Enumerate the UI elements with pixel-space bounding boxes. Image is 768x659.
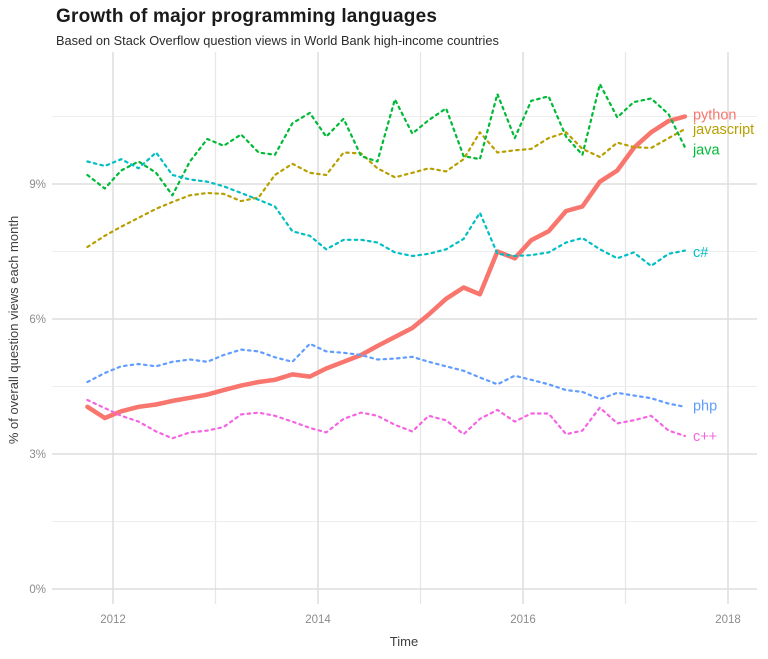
y-tick-label: 3% xyxy=(29,449,46,461)
x-tick-label: 2016 xyxy=(510,614,536,626)
series-label-php: php xyxy=(693,398,717,414)
series-lines xyxy=(85,82,688,440)
series-label-python: python xyxy=(693,108,737,124)
x-tick-label: 2018 xyxy=(715,614,741,626)
x-tick-label: 2014 xyxy=(305,614,331,626)
series-label-c#: c# xyxy=(693,245,708,261)
grid-major-lines xyxy=(52,52,757,604)
series-line-java xyxy=(86,82,687,197)
series-line-c++ xyxy=(86,398,687,440)
series-line-javascript xyxy=(86,128,687,249)
series-label-java: java xyxy=(692,143,721,159)
y-tick-label: 9% xyxy=(29,179,46,191)
series-label-c++: c++ xyxy=(693,429,717,445)
chart-title: Growth of major programming languages xyxy=(56,6,438,27)
series-line-php xyxy=(86,342,687,408)
y-axis-title: % of overall question views each month xyxy=(6,216,21,444)
chart-subtitle: Based on Stack Overflow question views i… xyxy=(56,33,499,48)
axis-tick-labels: 0% 3% 6% 9% 2012 2014 2016 2018 xyxy=(29,179,740,626)
y-tick-label: 0% xyxy=(29,584,46,596)
x-tick-label: 2012 xyxy=(100,614,126,626)
series-label-javascript: javascript xyxy=(692,122,754,138)
y-tick-label: 6% xyxy=(29,314,46,326)
series-line-python xyxy=(85,114,688,421)
x-axis-title: Time xyxy=(390,634,418,649)
series-line-c# xyxy=(86,151,687,267)
